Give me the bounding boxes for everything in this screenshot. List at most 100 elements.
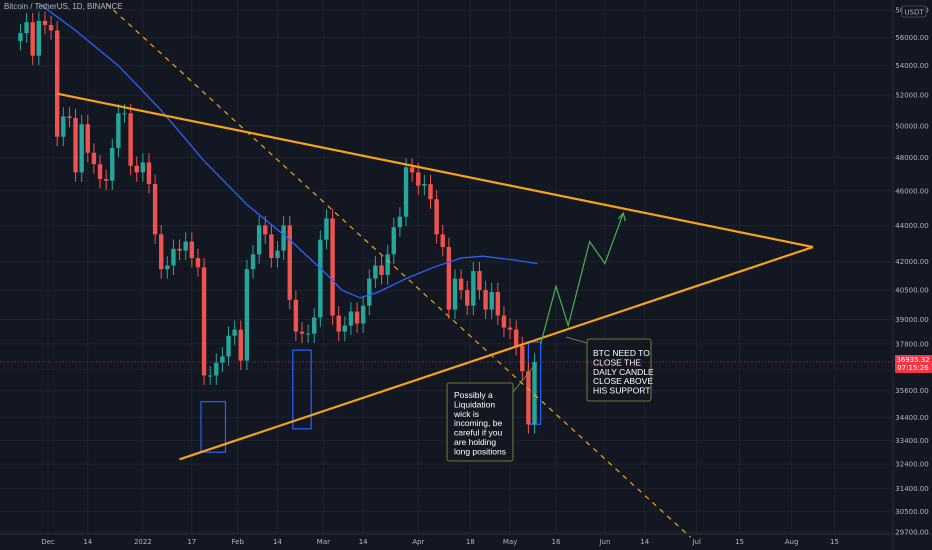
candle xyxy=(18,33,23,42)
candle xyxy=(269,234,274,259)
candle xyxy=(312,317,317,334)
candle xyxy=(122,113,127,115)
candle xyxy=(177,248,182,251)
time-axis-tick-label: Aug xyxy=(785,538,799,546)
candle xyxy=(489,292,494,310)
candle xyxy=(250,254,256,270)
candle xyxy=(416,172,421,186)
candle xyxy=(220,356,225,363)
time-axis-tick-label: 17 xyxy=(187,538,196,546)
time-axis-tick-label: 16 xyxy=(551,538,560,546)
price-axis-tick-label: 30500.00 xyxy=(895,508,928,516)
candle xyxy=(238,329,243,361)
candle xyxy=(54,30,60,137)
price-tag: 36935.32 07:15:26 xyxy=(895,354,932,373)
candle xyxy=(146,162,152,185)
price-axis-tick-label: 39000.00 xyxy=(895,316,928,324)
candle xyxy=(385,254,390,275)
candle xyxy=(103,179,109,181)
candle xyxy=(207,375,213,377)
candle xyxy=(48,24,54,31)
candle xyxy=(513,329,519,346)
candle xyxy=(428,184,433,200)
candle xyxy=(201,267,207,376)
currency-button[interactable]: USDT xyxy=(901,5,927,18)
candle xyxy=(85,124,90,153)
price-axis-tick-label: 44000.00 xyxy=(895,222,928,230)
candle xyxy=(471,271,476,306)
candle xyxy=(171,248,176,266)
candle xyxy=(422,184,427,186)
price-axis-tick-label: 33400.00 xyxy=(895,437,928,445)
candle xyxy=(128,113,133,166)
price-tag-price: 36935.32 xyxy=(896,356,929,364)
trendline xyxy=(105,2,692,538)
time-axis-tick-label: 14 xyxy=(359,538,368,546)
annotation-text-support: BTC NEED TO CLOSE THE DAILY CANDLE CLOSE… xyxy=(593,348,656,396)
candle xyxy=(165,265,170,270)
candle xyxy=(116,113,121,148)
candle xyxy=(24,22,29,34)
annotation-pointer-liquidation xyxy=(512,364,536,393)
time-axis-tick-label: 2022 xyxy=(134,538,152,546)
time-axis-tick-label: Mar xyxy=(317,538,330,546)
price-axis[interactable]: 58000.0056000.0054000.0052000.0050000.00… xyxy=(895,7,928,537)
candle xyxy=(477,271,482,291)
candle xyxy=(287,225,292,300)
highlight-box xyxy=(292,349,312,430)
price-axis-tick-label: 52000.00 xyxy=(895,92,928,100)
time-axis-tick-label: Jul xyxy=(691,538,701,546)
annotation-box-liquidation xyxy=(446,382,514,462)
price-axis-tick-label: 35600.00 xyxy=(895,387,928,395)
trendline xyxy=(56,92,814,249)
candle xyxy=(305,333,311,335)
candle xyxy=(152,184,158,235)
candle xyxy=(434,199,439,235)
price-tag-countdown: 07:15:26 xyxy=(897,364,929,372)
candle xyxy=(403,167,409,217)
time-axis[interactable]: Dec 14 2022 17 Feb 14 Mar 14 Apr 18 May 16 Jun 14 Jul 1… xyxy=(41,538,839,546)
candle xyxy=(336,315,341,332)
candle xyxy=(391,227,396,255)
candle xyxy=(159,234,164,270)
candle xyxy=(293,299,299,332)
candle xyxy=(520,345,525,372)
projection-line xyxy=(540,211,626,345)
price-axis-tick-label: 48000.00 xyxy=(895,154,928,162)
time-axis-tick-label: 18 xyxy=(466,538,475,546)
candle xyxy=(226,335,231,357)
candle xyxy=(360,305,366,324)
candle xyxy=(507,327,513,330)
time-axis-tick-label: Dec xyxy=(41,538,55,546)
moving-average-line xyxy=(38,2,538,299)
candle xyxy=(318,239,323,318)
price-axis-tick-label: 50000.00 xyxy=(895,122,928,130)
candle xyxy=(501,315,507,328)
candle xyxy=(452,278,458,310)
price-axis-tick-label: 31400.00 xyxy=(895,485,928,493)
price-axis-tick-label: 42000.00 xyxy=(895,258,928,266)
annotation-pointer-support xyxy=(565,336,588,344)
annotations: Possibly a Liquidation wick is incoming,… xyxy=(446,336,656,462)
time-axis-tick-label: Jun xyxy=(598,538,610,546)
annotation-box-support xyxy=(586,338,652,402)
price-axis-tick-label: 37800.00 xyxy=(895,340,928,348)
candle xyxy=(42,20,48,25)
candle xyxy=(367,278,372,306)
currency-button-label: USDT xyxy=(904,9,924,17)
annotation-text-liquidation: Possibly a Liquidation wick is incoming,… xyxy=(453,390,506,456)
price-axis-tick-label: 56000.00 xyxy=(895,34,928,42)
candles xyxy=(18,11,537,434)
candle xyxy=(275,250,280,259)
price-axis-tick-label: 29700.00 xyxy=(895,529,928,537)
candle xyxy=(379,265,384,275)
candle xyxy=(299,331,305,334)
time-axis-tick-label: 15 xyxy=(735,538,744,546)
candle xyxy=(232,329,237,336)
candle xyxy=(354,311,360,324)
candle xyxy=(263,225,268,235)
candle xyxy=(324,218,329,240)
price-axis-tick-label: 40500.00 xyxy=(895,287,928,295)
